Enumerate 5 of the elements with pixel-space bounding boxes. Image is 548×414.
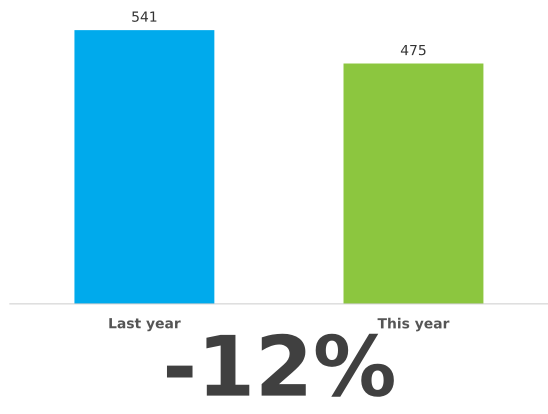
x-tick-label: This year [378, 318, 450, 332]
x-tick-label: Last year [109, 318, 181, 332]
text: -12% [166, 334, 394, 397]
data-label: 475 [400, 44, 426, 56]
data-label: 541 [132, 12, 156, 22]
